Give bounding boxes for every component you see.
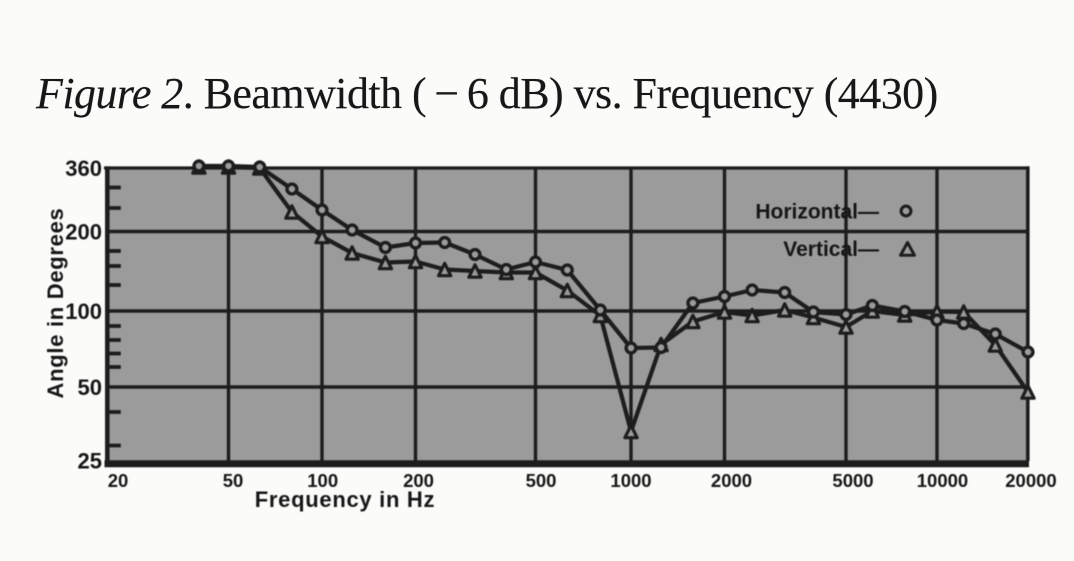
svg-text:100: 100 [307, 470, 338, 491]
svg-text:360: 360 [65, 156, 102, 181]
svg-text:25: 25 [78, 449, 102, 474]
svg-text:Horizontal—: Horizontal— [755, 201, 879, 224]
svg-text:200: 200 [403, 470, 434, 491]
svg-text:2000: 2000 [711, 470, 752, 491]
svg-text:500: 500 [526, 470, 557, 491]
svg-text:Frequency in Hz: Frequency in Hz [255, 487, 435, 512]
svg-text:50: 50 [78, 375, 102, 400]
svg-text:Vertical—: Vertical— [783, 238, 879, 261]
svg-text:5000: 5000 [832, 470, 873, 491]
svg-text:50: 50 [223, 470, 244, 491]
svg-text:100: 100 [65, 299, 102, 324]
svg-text:1000: 1000 [610, 470, 651, 491]
svg-text:20000: 20000 [1005, 470, 1056, 491]
svg-text:Angle in Degrees: Angle in Degrees [43, 208, 68, 399]
svg-text:20: 20 [108, 470, 129, 491]
svg-text:10000: 10000 [917, 470, 968, 491]
svg-text:200: 200 [65, 220, 102, 245]
